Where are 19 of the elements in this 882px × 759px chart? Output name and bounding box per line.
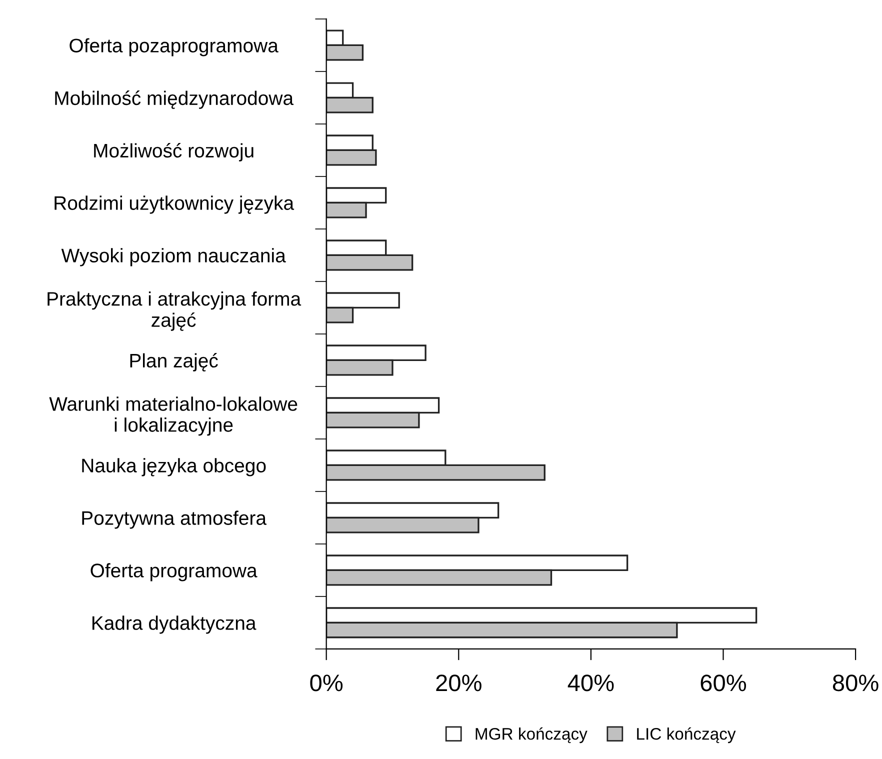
x-tick-label: 40% xyxy=(568,674,614,692)
legend-label: MGR kończący xyxy=(476,727,588,744)
x-tick-label: 0% xyxy=(310,674,343,692)
y-tick-label: Pozytywna atmosfera xyxy=(82,510,267,529)
y-tick-label: Plan zajęć xyxy=(130,353,218,372)
y-tick-label: Praktyczna i atrakcyjna forma zajęć xyxy=(48,291,302,331)
x-tick-label: 80% xyxy=(832,674,878,692)
y-tick-label: Wysoki poziom nauczania xyxy=(61,248,286,266)
legend-label: LIC kończący xyxy=(637,727,736,744)
y-tick-label: Nauka języka obcego xyxy=(82,458,266,476)
y-tick-label: Mobilność międzynarodowa xyxy=(55,90,294,109)
y-tick-label: Oferta pozaprogramowa xyxy=(70,38,278,56)
y-tick-label: Możliwość rozwoju xyxy=(94,143,254,162)
x-tick-label: 60% xyxy=(700,674,746,692)
y-tick-label: Oferta programowa xyxy=(90,563,258,582)
y-tick-label: Warunki materialno-lokalowe i lokalizacyjne xyxy=(49,396,298,436)
x-tick-label: 20% xyxy=(436,674,482,692)
y-tick-label: Rodzimi użytkownicy języka xyxy=(54,196,294,214)
y-tick-label: Kadra dydaktyczna xyxy=(92,616,256,634)
